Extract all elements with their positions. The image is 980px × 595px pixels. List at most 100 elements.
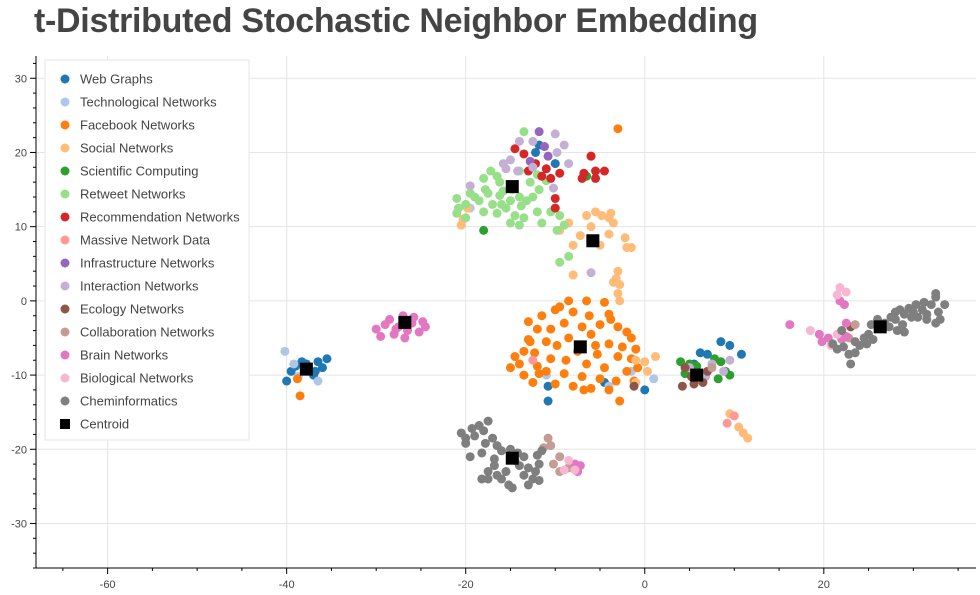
point-collaboration-networks	[543, 433, 553, 443]
point-facebook-networks	[595, 320, 605, 330]
y-tick-label: 0	[21, 296, 27, 308]
point-retweet-networks	[537, 218, 547, 228]
point-brain-networks	[418, 317, 428, 327]
point-brain-networks	[414, 327, 424, 337]
point-facebook-networks	[586, 329, 596, 339]
point-social-networks	[575, 231, 585, 241]
centroid-marker	[505, 451, 519, 465]
point-interaction-networks	[725, 355, 735, 365]
legend-label-ecology-networks: Ecology Networks	[80, 302, 185, 317]
point-facebook-networks	[528, 377, 538, 387]
point-facebook-networks	[617, 342, 627, 352]
point-facebook-networks	[559, 318, 569, 328]
legend-swatch-web-graphs	[60, 74, 70, 84]
legend-label-web-graphs: Web Graphs	[80, 72, 153, 87]
legend-label-collaboration-networks: Collaboration Networks	[80, 325, 215, 340]
point-web-graphs	[531, 147, 541, 157]
legend-swatch-recommendation-networks	[60, 212, 70, 222]
point-massive-network-data	[528, 355, 538, 365]
x-tick-label: 20	[818, 579, 830, 591]
point-brain-networks	[841, 318, 851, 328]
y-tick-label: -10	[11, 370, 27, 382]
point-cheminformatics	[850, 348, 860, 358]
point-facebook-networks	[592, 349, 602, 359]
legend-swatch-infrastructure-networks	[60, 258, 70, 268]
point-recommendation-networks	[550, 193, 560, 203]
point-brain-networks	[371, 324, 381, 334]
centroid-marker	[573, 340, 587, 354]
point-facebook-networks	[541, 366, 551, 376]
point-web-graphs	[322, 354, 332, 364]
point-social-networks	[608, 277, 618, 287]
point-cheminformatics	[497, 446, 507, 456]
legend-swatch-biological-networks	[60, 373, 70, 383]
point-interaction-networks	[514, 136, 524, 146]
point-retweet-networks	[559, 220, 569, 230]
point-recommendation-networks	[537, 171, 547, 181]
point-cheminformatics	[519, 470, 529, 480]
point-cheminformatics	[862, 339, 872, 349]
point-recommendation-networks	[519, 149, 529, 159]
point-infrastructure-networks	[543, 151, 553, 161]
point-cheminformatics	[892, 326, 902, 336]
point-retweet-networks	[505, 196, 515, 206]
centroid-marker	[299, 362, 313, 376]
point-cheminformatics	[890, 314, 900, 324]
point-social-networks	[582, 211, 592, 221]
point-retweet-networks	[492, 171, 502, 181]
point-biological-networks	[570, 465, 580, 475]
point-social-networks	[642, 366, 652, 376]
point-brain-networks	[817, 337, 827, 347]
point-retweet-networks	[486, 166, 496, 176]
point-brain-networks	[385, 314, 395, 324]
point-facebook-networks	[577, 372, 587, 382]
point-cheminformatics	[931, 288, 941, 298]
point-cheminformatics	[933, 307, 943, 317]
point-biological-networks	[564, 455, 574, 465]
point-cheminformatics	[483, 474, 493, 484]
point-cheminformatics	[537, 446, 547, 456]
point-facebook-networks	[579, 385, 589, 395]
point-social-networks	[568, 270, 578, 280]
point-collaboration-networks	[707, 363, 717, 373]
point-retweet-networks	[519, 127, 529, 137]
legend-swatch-collaboration-networks	[60, 327, 70, 337]
point-facebook-networks	[555, 302, 565, 312]
point-cheminformatics	[483, 416, 493, 426]
point-interaction-networks	[528, 136, 538, 146]
point-facebook-networks	[519, 346, 529, 356]
legend-label-infrastructure-networks: Infrastructure Networks	[80, 256, 215, 271]
chart-title: t-Distributed Stochastic Neighbor Embedd…	[34, 2, 758, 40]
point-cheminformatics	[477, 474, 487, 484]
point-facebook-networks	[568, 307, 578, 317]
point-social-networks	[640, 357, 650, 367]
legend-swatch-social-networks	[60, 143, 70, 153]
legend-swatch-brain-networks	[60, 350, 70, 360]
point-collaboration-networks	[548, 459, 558, 469]
point-cheminformatics	[489, 454, 499, 464]
point-social-networks	[620, 233, 630, 243]
point-collaboration-networks	[850, 320, 860, 330]
point-interaction-networks	[548, 183, 558, 193]
point-collaboration-networks	[546, 441, 556, 451]
point-recommendation-networks	[586, 151, 596, 161]
centroid-marker	[690, 368, 704, 382]
point-collaboration-networks	[555, 452, 565, 462]
point-retweet-networks	[498, 186, 508, 196]
point-cheminformatics	[926, 300, 936, 310]
point-facebook-networks	[606, 314, 616, 324]
point-scientific-computing	[692, 361, 702, 371]
point-social-networks	[651, 352, 661, 362]
point-facebook-networks	[586, 383, 596, 393]
point-social-networks	[613, 288, 623, 298]
point-social-networks	[586, 222, 596, 232]
point-cheminformatics	[868, 334, 878, 344]
point-interaction-networks	[528, 162, 538, 172]
legend-label-technological-networks: Technological Networks	[80, 95, 217, 110]
point-technological-networks	[280, 346, 290, 356]
point-retweet-networks	[532, 207, 542, 217]
point-facebook-networks	[599, 363, 609, 373]
point-ecology-networks	[680, 363, 690, 373]
point-facebook-networks	[523, 317, 533, 327]
